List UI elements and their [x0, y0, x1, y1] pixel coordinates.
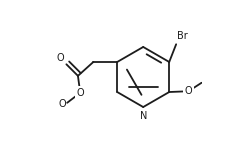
Text: O: O [58, 99, 66, 109]
Text: O: O [76, 88, 84, 98]
Text: Br: Br [176, 31, 187, 41]
Text: N: N [140, 111, 147, 121]
Text: O: O [57, 53, 64, 63]
Text: O: O [184, 86, 192, 96]
